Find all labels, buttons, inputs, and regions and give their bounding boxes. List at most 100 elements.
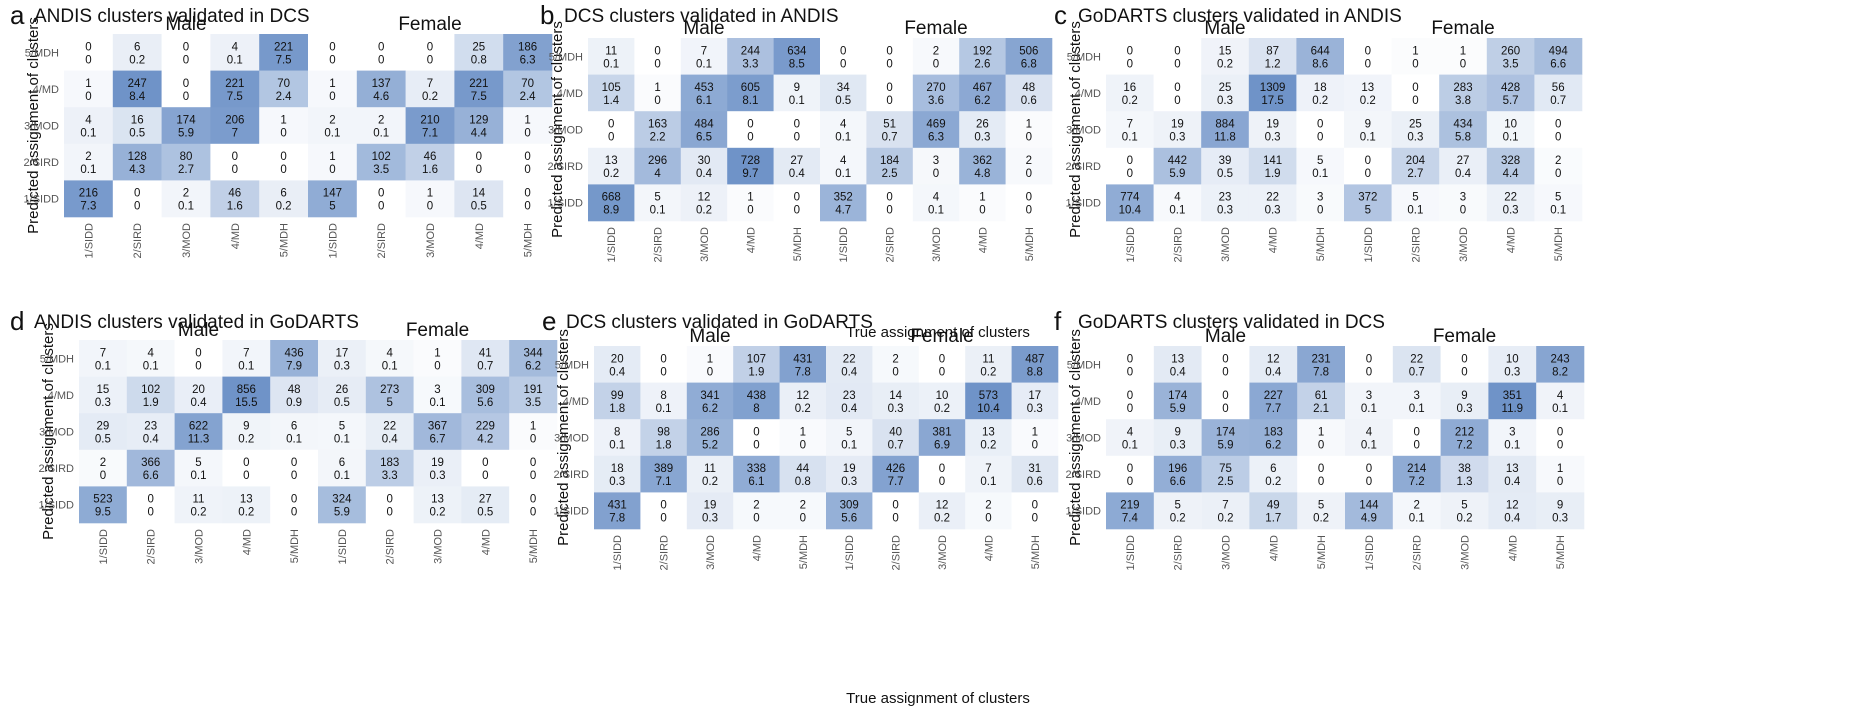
cell-percent-label: 5.2 xyxy=(702,440,718,452)
heatmap-cell xyxy=(773,38,821,75)
heatmap-cell xyxy=(779,419,827,457)
cell-count-label: 23 xyxy=(144,421,157,433)
panel-letter: d xyxy=(10,306,24,336)
heatmap-cell xyxy=(1440,382,1489,420)
heatmap-cell xyxy=(866,74,914,112)
heatmap-cell xyxy=(454,70,504,108)
cell-count-label: 10 xyxy=(1506,353,1519,365)
col-tick-label: 3/MOD xyxy=(699,227,711,262)
cell-count-label: 10 xyxy=(1504,119,1517,131)
cell-percent-label: 0 xyxy=(985,513,991,525)
heatmap-cell xyxy=(1297,455,1346,493)
cell-count-label: 4 xyxy=(232,41,239,53)
heatmap-cell xyxy=(1106,382,1155,420)
cell-percent-label: 0.6 xyxy=(1021,95,1037,107)
heatmap-cell xyxy=(509,413,558,451)
cell-count-label: 11 xyxy=(704,463,716,475)
cell-count-label: 6 xyxy=(291,421,297,433)
cell-percent-label: 0 xyxy=(794,132,800,144)
cell-percent-label: 0 xyxy=(794,205,800,217)
heatmap-cell xyxy=(365,376,414,414)
heatmap-cell xyxy=(1201,419,1250,457)
row-tick-label: 2/SIRD xyxy=(548,161,584,173)
cell-percent-label: 0 xyxy=(1317,132,1323,144)
cell-count-label: 229 xyxy=(476,421,495,433)
cell-count-label: 1 xyxy=(1460,45,1466,57)
cell-count-label: 18 xyxy=(611,463,624,475)
cell-count-label: 0 xyxy=(654,45,660,57)
heatmap-cell xyxy=(79,376,128,414)
heatmap-cell xyxy=(308,180,358,218)
col-tick-label: 5/MDH xyxy=(1030,535,1042,569)
heatmap-cell xyxy=(308,143,358,181)
heatmap-cell xyxy=(1106,184,1154,222)
heatmap-cell xyxy=(779,382,827,420)
cell-count-label: 0 xyxy=(1365,45,1371,57)
cell-percent-label: 0.4 xyxy=(382,434,399,446)
cell-count-label: 9 xyxy=(1557,500,1563,512)
cell-count-label: 25 xyxy=(472,41,485,53)
cell-percent-label: 5 xyxy=(329,201,335,213)
cell-percent-label: 1.3 xyxy=(1457,476,1473,488)
cell-percent-label: 4.4 xyxy=(1503,168,1520,180)
cell-count-label: 11 xyxy=(982,353,994,365)
heatmap-cell xyxy=(1488,382,1537,420)
heatmap-cell xyxy=(259,107,309,145)
heatmap-cell xyxy=(356,143,406,181)
row-tick-label: 2/SIRD xyxy=(24,157,60,169)
cell-percent-label: 4.4 xyxy=(471,128,488,140)
x-axis-label-top: True assignment of clusters xyxy=(846,324,1030,341)
cell-count-label: 4 xyxy=(85,115,92,127)
heatmap-cell xyxy=(1106,492,1155,530)
heatmap-cell xyxy=(1296,111,1345,149)
heatmap-cell xyxy=(733,419,780,457)
cell-percent-label: 0.5 xyxy=(129,128,145,140)
cell-count-label: 13 xyxy=(431,494,444,506)
heatmap-cell xyxy=(965,492,1012,530)
y-axis-label: Predicted assignment of clusters xyxy=(25,17,42,234)
cell-percent-label: 0 xyxy=(886,58,892,70)
cell-count-label: 174 xyxy=(1216,427,1236,439)
cell-count-label: 2 xyxy=(1026,155,1032,167)
heatmap-cell xyxy=(594,492,641,530)
cell-count-label: 128 xyxy=(128,151,147,163)
heatmap-cell xyxy=(820,38,867,75)
cell-count-label: 5 xyxy=(339,421,345,433)
heatmap-cell xyxy=(365,486,414,524)
cell-percent-label: 0.1 xyxy=(178,201,194,213)
heatmap-cell xyxy=(454,143,504,181)
cell-count-label: 487 xyxy=(1025,353,1044,365)
cell-count-label: 231 xyxy=(1312,353,1331,365)
cell-count-label: 362 xyxy=(973,155,992,167)
heatmap-cell xyxy=(1534,74,1583,112)
col-tick-label: 4/MD xyxy=(241,529,253,555)
heatmap-cell xyxy=(1296,74,1345,112)
col-tick-label: 4/MD xyxy=(983,535,995,561)
cell-percent-label: 0.4 xyxy=(191,397,208,409)
cell-count-label: 3 xyxy=(1366,390,1372,402)
cell-count-label: 0 xyxy=(1127,353,1133,365)
cell-percent-label: 6.2 xyxy=(702,403,718,415)
cell-percent-label: 6.5 xyxy=(696,132,712,144)
group-title: Male xyxy=(683,18,724,39)
cell-count-label: 7 xyxy=(701,45,707,57)
cell-count-label: 4 xyxy=(386,347,393,359)
cell-percent-label: 2.4 xyxy=(276,91,293,103)
col-tick-label: 4/MD xyxy=(745,227,757,253)
cell-percent-label: 3.3 xyxy=(382,470,398,482)
row-tick-label: 2/SIRD xyxy=(39,463,75,475)
cell-count-label: 56 xyxy=(1552,82,1565,94)
heatmap-cell xyxy=(503,107,553,145)
cell-percent-label: 0 xyxy=(1318,440,1324,452)
heatmap-cell xyxy=(912,147,960,185)
cell-percent-label: 0 xyxy=(886,205,892,217)
cell-percent-label: 0 xyxy=(1032,513,1038,525)
heatmap-cell xyxy=(174,449,223,487)
cell-count-label: 5 xyxy=(1174,500,1180,512)
heatmap-cell xyxy=(1534,147,1583,185)
heatmap-cell xyxy=(1392,346,1441,383)
cell-percent-label: 7.2 xyxy=(1457,440,1473,452)
cell-percent-label: 0.1 xyxy=(430,397,446,409)
cell-count-label: 219 xyxy=(1120,500,1139,512)
cell-count-label: 48 xyxy=(288,384,301,396)
